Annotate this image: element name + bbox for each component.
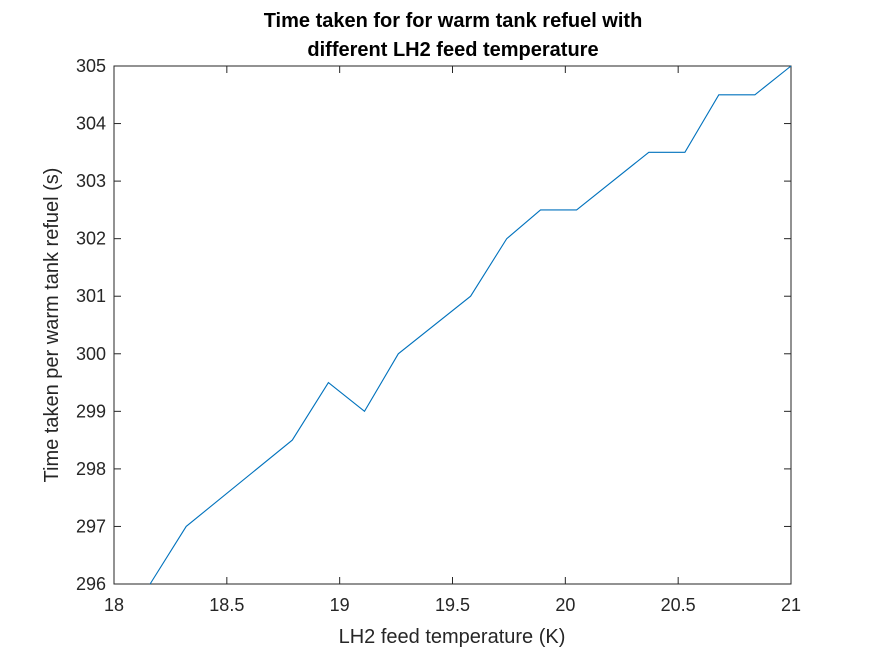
x-tick-label: 18	[104, 595, 124, 615]
y-tick-label: 301	[76, 286, 106, 306]
y-tick-label: 297	[76, 516, 106, 536]
chart-title-line-1: Time taken for for warm tank refuel with	[264, 10, 643, 32]
y-axis-label: Time taken per warm tank refuel (s)	[41, 168, 63, 483]
y-tick-label: 304	[76, 114, 106, 134]
y-tick-label: 305	[76, 56, 106, 76]
x-tick-label: 18.5	[209, 595, 244, 615]
y-tick-label: 298	[76, 459, 106, 479]
y-tick-label: 300	[76, 344, 106, 364]
x-tick-label: 20	[555, 595, 575, 615]
x-tick-label: 19.5	[435, 595, 470, 615]
y-tick-label: 303	[76, 171, 106, 191]
y-tick-label: 299	[76, 401, 106, 421]
chart-title-line-2: different LH2 feed temperature	[307, 39, 598, 61]
y-axis-ticks: 296 297 298 299 300 301 302 303 304 305	[76, 56, 791, 594]
series-line	[149, 65, 792, 585]
y-tick-label: 302	[76, 229, 106, 249]
y-tick-label: 296	[76, 574, 106, 594]
x-axis-label: LH2 feed temperature (K)	[339, 626, 566, 648]
x-tick-label: 19	[330, 595, 350, 615]
x-axis-ticks: 18 18.5 19 19.5 20 20.5 21	[104, 66, 801, 615]
x-tick-label: 20.5	[661, 595, 696, 615]
x-tick-label: 21	[781, 595, 801, 615]
series-layer	[149, 65, 792, 585]
